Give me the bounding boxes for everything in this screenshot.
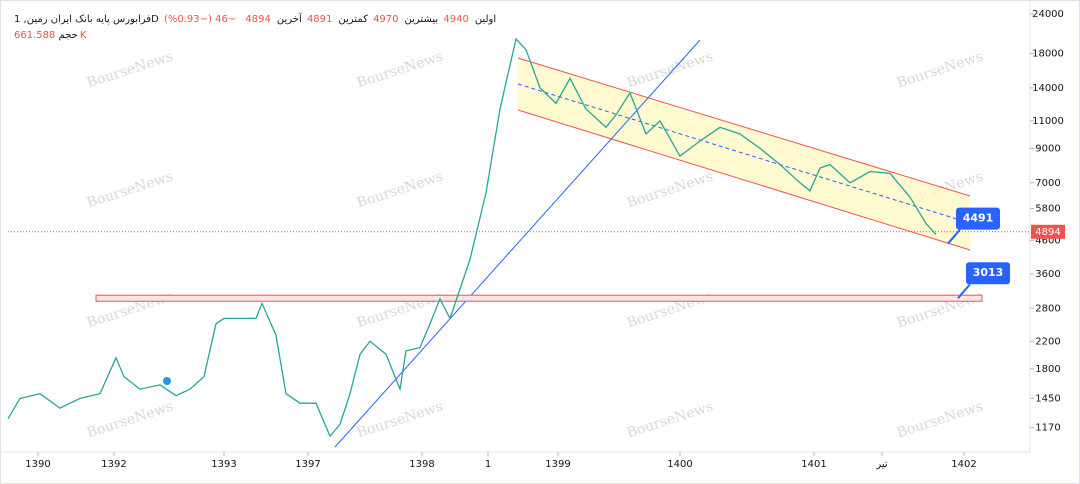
callout-box xyxy=(966,262,1010,285)
y-tick-label: 1800 xyxy=(1035,364,1060,375)
volume-row: حجم 661.588K xyxy=(14,28,498,44)
channel-lower xyxy=(517,109,971,251)
callout-pointer xyxy=(957,283,971,299)
callout-label: 3013 xyxy=(973,266,1004,279)
y-tick-label: 2200 xyxy=(1035,336,1060,347)
low-label: کمترین xyxy=(338,14,368,25)
open-value: 4940 xyxy=(443,14,469,25)
y-tick-label: 5800 xyxy=(1035,204,1060,215)
y-tick-label: 1450 xyxy=(1035,393,1060,404)
volume-label: حجم xyxy=(58,30,78,41)
y-tick-label: 7000 xyxy=(1035,178,1060,189)
change: −46 (−0.93%) xyxy=(163,14,237,25)
y-tick-label: 1170 xyxy=(1035,423,1060,434)
y-tick-label: 11000 xyxy=(1032,116,1064,127)
callout-pointer xyxy=(947,228,961,245)
open-label: اولین xyxy=(474,14,497,25)
channel-fill xyxy=(518,58,970,250)
ohlc-row: فرابورس پایه بانک ایران زمین, 1D اولین 49… xyxy=(14,12,498,28)
y-tick-label: 14000 xyxy=(1032,83,1064,94)
callout-label: 4491 xyxy=(963,212,994,225)
high-label: بیشترین xyxy=(404,14,439,25)
symbol: فرابورس پایه بانک ایران زمین, 1D xyxy=(14,14,159,25)
x-tick-label: تیر xyxy=(875,459,888,470)
x-tick-label: 1392 xyxy=(101,459,126,470)
volume-value: 661.588K xyxy=(14,30,87,41)
y-tick-label: 4600 xyxy=(1035,235,1060,246)
price-line xyxy=(7,37,937,438)
y-tick-label: 2800 xyxy=(1035,303,1060,314)
y-tick-label: 18000 xyxy=(1032,48,1064,59)
x-tick-label: 1393 xyxy=(211,459,236,470)
y-tick-label: 3600 xyxy=(1035,269,1060,280)
close-label: آخرین xyxy=(276,14,302,25)
close-value: 4894 xyxy=(245,14,271,25)
last-price-label: 4894 xyxy=(1035,227,1060,238)
x-tick-label: 1 xyxy=(485,459,491,470)
x-tick-label: 1390 xyxy=(25,459,50,470)
x-tick-label: 1399 xyxy=(545,459,570,470)
x-tick-label: 1398 xyxy=(409,459,434,470)
x-tick-label: 1402 xyxy=(951,459,976,470)
marker-dot xyxy=(163,377,171,385)
y-tick-label: 9000 xyxy=(1035,143,1060,154)
x-tick-label: 1397 xyxy=(295,459,320,470)
channel-mid xyxy=(517,83,971,224)
y-tick-label: 24000 xyxy=(1032,9,1064,20)
channel-upper xyxy=(517,57,971,197)
callout-box xyxy=(956,207,1000,230)
support-zone xyxy=(95,294,983,302)
last-price-box xyxy=(1031,224,1065,239)
x-tick-label: 1400 xyxy=(667,459,692,470)
x-tick-label: 1401 xyxy=(801,459,826,470)
high-value: 4970 xyxy=(373,14,399,25)
low-value: 4891 xyxy=(306,14,333,25)
legend-header: فرابورس پایه بانک ایران زمین, 1D اولین 49… xyxy=(14,12,498,44)
